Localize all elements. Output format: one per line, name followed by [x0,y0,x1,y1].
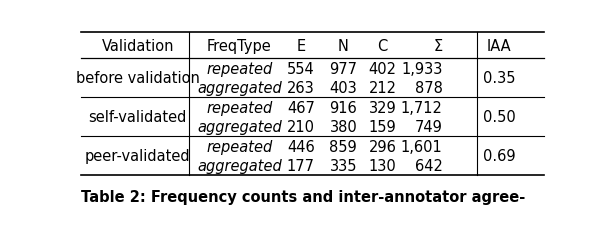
Text: 329: 329 [368,100,396,115]
Text: 1,601: 1,601 [401,139,443,154]
Text: repeated: repeated [206,139,273,154]
Text: N: N [338,38,349,53]
Text: 0.50: 0.50 [483,110,515,125]
Text: before validation: before validation [76,71,199,86]
Text: Validation: Validation [101,38,174,53]
Text: 554: 554 [287,61,315,76]
Text: 380: 380 [329,120,357,135]
Text: E: E [296,38,306,53]
Text: 1,933: 1,933 [401,61,443,76]
Text: 977: 977 [329,61,357,76]
Text: 335: 335 [329,158,357,173]
Text: 159: 159 [368,120,396,135]
Text: 467: 467 [287,100,315,115]
Text: 859: 859 [329,139,357,154]
Text: 916: 916 [329,100,357,115]
Text: 446: 446 [287,139,315,154]
Text: 212: 212 [368,81,396,96]
Text: 642: 642 [415,158,443,173]
Text: aggregated: aggregated [197,120,282,135]
Text: 1,712: 1,712 [401,100,443,115]
Text: repeated: repeated [206,61,273,76]
Text: 177: 177 [287,158,315,173]
Text: 0.35: 0.35 [483,71,515,86]
Text: Σ: Σ [433,38,442,53]
Text: C: C [378,38,388,53]
Text: 210: 210 [287,120,315,135]
Text: repeated: repeated [206,100,273,115]
Text: 749: 749 [415,120,443,135]
Text: 130: 130 [368,158,396,173]
Text: peer-validated: peer-validated [85,149,190,164]
Text: 296: 296 [368,139,396,154]
Text: 403: 403 [329,81,357,96]
Text: IAA: IAA [487,38,512,53]
Text: self-validated: self-validated [88,110,187,125]
Text: aggregated: aggregated [197,81,282,96]
Text: 263: 263 [287,81,315,96]
Text: 402: 402 [368,61,396,76]
Text: 878: 878 [415,81,443,96]
Text: aggregated: aggregated [197,158,282,173]
Text: 0.69: 0.69 [483,149,515,164]
Text: FreqType: FreqType [207,38,271,53]
Text: Table 2: Frequency counts and inter-annotator agree-: Table 2: Frequency counts and inter-anno… [81,189,525,204]
